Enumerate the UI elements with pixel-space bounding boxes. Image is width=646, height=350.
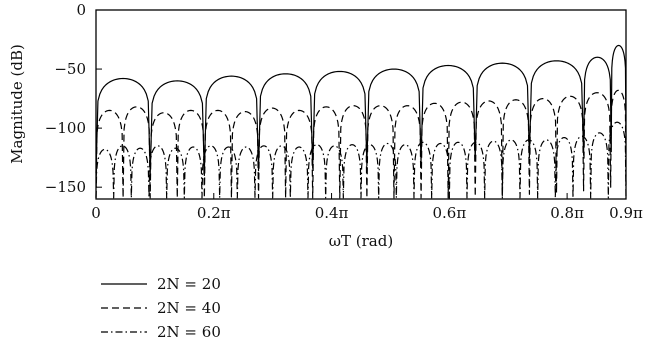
x-tick-label: 0.2π bbox=[197, 204, 231, 222]
x-tick-label: 0.8π bbox=[550, 204, 584, 222]
plot-frame bbox=[95, 9, 627, 200]
series-line-2 bbox=[95, 89, 627, 199]
legend-label-3: 2N = 60 bbox=[157, 323, 221, 341]
x-tick-label: 0 bbox=[91, 204, 101, 222]
series-line-1 bbox=[95, 44, 627, 176]
series-layer bbox=[95, 44, 627, 199]
y-tick-label: −150 bbox=[45, 178, 86, 196]
series-line-3 bbox=[95, 121, 627, 199]
y-axis-label: Magnitude (dB) bbox=[8, 44, 26, 164]
x-tick-label: 0.9π bbox=[609, 204, 643, 222]
legend-label-2: 2N = 40 bbox=[157, 299, 221, 317]
y-tick-label: 0 bbox=[76, 1, 86, 19]
x-axis-label: ωT (rad) bbox=[329, 232, 393, 250]
legend-label-1: 2N = 20 bbox=[157, 275, 221, 293]
x-tick-label: 0.4π bbox=[315, 204, 349, 222]
axis-ticks: 0 0.2π 0.4π 0.6π 0.8π 0.9π 0 −50 −100 −150 bbox=[45, 1, 643, 222]
legend: 2N = 20 2N = 40 2N = 60 bbox=[101, 275, 221, 341]
x-tick-label: 0.6π bbox=[432, 204, 466, 222]
y-tick-label: −100 bbox=[45, 119, 86, 137]
y-tick-label: −50 bbox=[54, 60, 86, 78]
